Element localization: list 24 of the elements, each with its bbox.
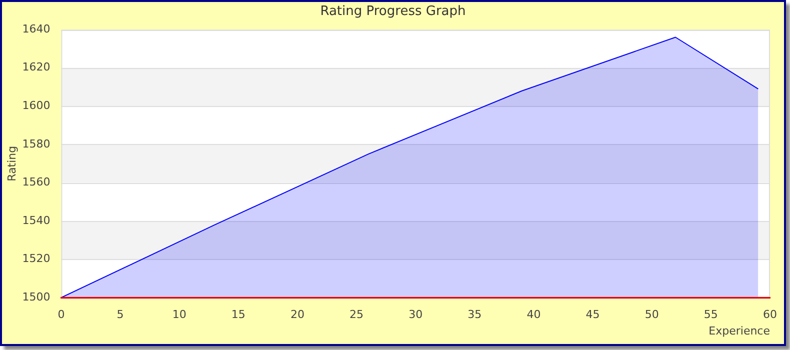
x-tick-label: 5 xyxy=(116,308,124,322)
y-tick-label: 1640 xyxy=(22,22,50,36)
x-axis-title: Experience xyxy=(708,324,770,338)
y-tick-label: 1540 xyxy=(22,214,50,227)
y-tick-label: 1600 xyxy=(22,99,50,112)
chart-title: Rating Progress Graph xyxy=(319,4,467,19)
y-tick-label: 1620 xyxy=(22,60,50,74)
x-tick-label: 25 xyxy=(350,308,364,322)
y-tick-label: 1580 xyxy=(22,137,50,150)
x-tick-label: 10 xyxy=(172,308,186,322)
x-tick-label: 40 xyxy=(526,308,541,322)
y-tick-label: 1560 xyxy=(22,176,50,189)
x-tick-label: 0 xyxy=(58,308,65,322)
x-tick-label: 20 xyxy=(290,308,304,322)
y-tick-label: 1520 xyxy=(22,252,50,266)
x-tick-label: 35 xyxy=(468,308,482,322)
x-tick-label: 45 xyxy=(586,308,600,322)
x-tick-label: 15 xyxy=(231,308,246,322)
y-tick-label: 1500 xyxy=(22,290,50,304)
x-tick-label: 30 xyxy=(408,308,423,322)
y-axis-title: Rating xyxy=(5,146,18,182)
x-tick-label: 50 xyxy=(644,308,659,322)
x-tick-label: 60 xyxy=(763,308,777,322)
x-tick-label: 55 xyxy=(704,308,718,322)
